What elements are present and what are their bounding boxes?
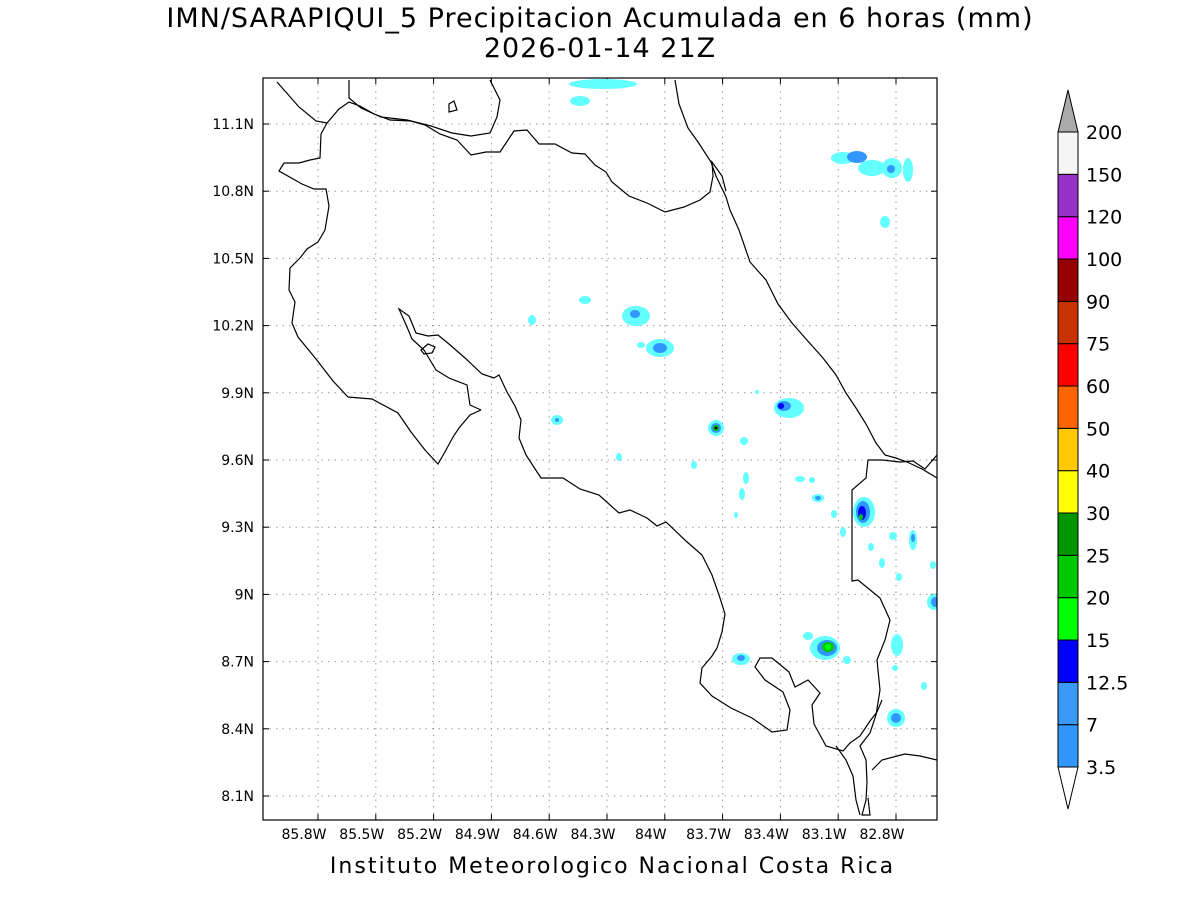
colorbar-swatch [1057, 300, 1079, 345]
colorbar-level-label: 50 [1086, 418, 1110, 440]
colorbar-swatch [1057, 681, 1079, 726]
colorbar-swatch [1057, 639, 1079, 683]
colorbar-level-label: 90 [1086, 291, 1110, 313]
lon-tick-label: 82.8W [859, 827, 904, 843]
colorbar-swatch [1057, 597, 1079, 641]
colorbar-min-arrow [1057, 766, 1079, 810]
lat-tick-label: 10.8N [212, 184, 254, 200]
colorbar-swatch [1057, 470, 1079, 514]
colorbar-level-label: 40 [1086, 461, 1110, 483]
colorbar-level-label: 60 [1086, 376, 1110, 398]
precip-field [528, 79, 937, 727]
institution-credit: Instituto Meteorologico Nacional Costa R… [329, 854, 896, 879]
lat-tick-label: 11.1N [212, 117, 254, 133]
colorbar-level-label: 3.5 [1086, 757, 1116, 779]
lon-tick-label: 84.6W [513, 827, 558, 843]
colorbar-level-label: 75 [1086, 334, 1110, 356]
colorbar-level-label: 200 [1086, 122, 1122, 144]
lat-tick-label: 9.6N [221, 453, 254, 469]
lon-tick-label: 83.7W [686, 827, 731, 843]
longitude-axis: 85.8W 85.5W 85.2W 84.9W 84.6W 84.3W 84W 83.7W 83… [281, 827, 904, 843]
colorbar-level-label: 30 [1086, 503, 1110, 525]
lat-tick-label: 8.4N [221, 722, 254, 738]
coastline [276, 79, 937, 816]
latitude-axis: 11.1N 10.8N 10.5N 10.2N 9.9N 9.6N 9.3N 9N 8.7N 8.… [212, 117, 254, 805]
lat-tick-label: 9N [235, 587, 254, 603]
lat-tick-label: 10.2N [212, 319, 254, 335]
colorbar-swatch [1057, 258, 1079, 302]
colorbar-level-label: 15 [1086, 630, 1110, 652]
colorbar-swatch [1057, 385, 1079, 429]
lon-tick-label: 85.2W [397, 827, 442, 843]
map-grid [263, 78, 937, 820]
lon-tick-label: 85.8W [281, 827, 326, 843]
lon-tick-label: 84W [635, 827, 667, 843]
map-title: IMN/SARAPIQUI_5 Precipitacion Acumulada … [166, 3, 1034, 34]
lon-tick-label: 83.1W [802, 827, 847, 843]
lat-tick-label: 8.1N [221, 789, 254, 805]
colorbar-level-label: 20 [1086, 588, 1110, 610]
colorbar-level-label: 12.5 [1086, 672, 1128, 694]
lat-tick-label: 9.3N [221, 520, 254, 536]
lon-tick-label: 85.5W [339, 827, 384, 843]
lon-tick-label: 83.4W [744, 827, 789, 843]
colorbar-swatch [1057, 512, 1079, 556]
plot-frame [262, 77, 938, 821]
colorbar-swatch [1057, 173, 1079, 218]
colorbar-swatch [1057, 724, 1079, 768]
map-datetime: 2026-01-14 21Z [483, 33, 717, 64]
lon-tick-label: 84.9W [455, 827, 500, 843]
colorbar-swatch [1057, 554, 1079, 599]
lat-tick-label: 8.7N [221, 655, 254, 671]
colorbar-swatch [1057, 216, 1079, 260]
colorbar-level-label: 120 [1086, 207, 1122, 229]
lon-tick-label: 84.3W [570, 827, 615, 843]
colorbar-max-arrow [1057, 89, 1079, 133]
lat-tick-label: 9.9N [221, 386, 254, 402]
colorbar-level-label: 7 [1086, 715, 1098, 737]
lat-tick-label: 10.5N [212, 251, 254, 267]
colorbar-level-label: 150 [1086, 164, 1122, 186]
colorbar-level-label: 100 [1086, 249, 1122, 271]
colorbar-swatch [1057, 131, 1079, 175]
colorbar-swatch [1057, 343, 1079, 387]
colorbar-level-label: 25 [1086, 545, 1110, 567]
colorbar-swatch [1057, 427, 1079, 472]
colorbar-legend: 3.5 7 12.5 15 20 25 30 40 50 60 75 90 100 120 150 200 [1057, 89, 1128, 810]
